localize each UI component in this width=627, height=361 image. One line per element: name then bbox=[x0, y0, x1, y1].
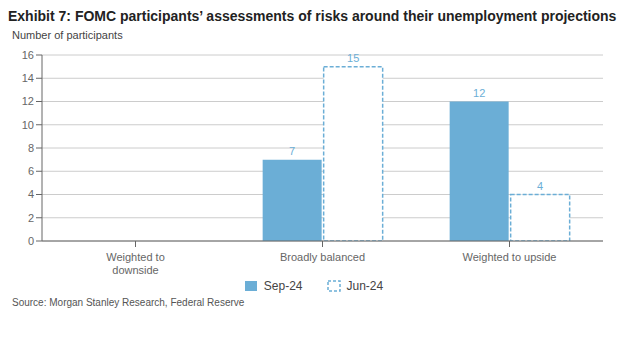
svg-text:4: 4 bbox=[28, 188, 34, 200]
html-text:Exhibit 7: FOMC participants’: Exhibit 7: FOMC participants’ assessment… bbox=[8, 8, 617, 24]
svg-text:Broadly balanced: Broadly balanced bbox=[280, 251, 365, 263]
svg-text:4: 4 bbox=[537, 180, 543, 192]
svg-text:10: 10 bbox=[22, 119, 34, 131]
svg-text:8: 8 bbox=[28, 142, 34, 154]
html-text:Source: Morgan Stanley Researc: Source: Morgan Stanley Research, Federal… bbox=[12, 297, 245, 308]
html-text:Jun-24: Jun-24 bbox=[346, 279, 384, 293]
svg-text:16: 16 bbox=[22, 49, 34, 61]
svg-text:7: 7 bbox=[289, 145, 295, 157]
svg-text:12: 12 bbox=[473, 87, 485, 99]
svg-text:Weighted to upside: Weighted to upside bbox=[463, 251, 557, 263]
svg-text:2: 2 bbox=[28, 212, 34, 224]
svg-text:14: 14 bbox=[22, 72, 34, 84]
html-text:Number of participants: Number of participants bbox=[12, 29, 123, 41]
svg-text:12: 12 bbox=[22, 95, 34, 107]
html-text:Sep-24: Sep-24 bbox=[263, 279, 303, 293]
svg-text:6: 6 bbox=[28, 165, 34, 177]
svg-text:15: 15 bbox=[347, 52, 359, 64]
svg-text:Weighted todownside: Weighted todownside bbox=[106, 251, 165, 276]
svg-text:0: 0 bbox=[28, 235, 34, 247]
